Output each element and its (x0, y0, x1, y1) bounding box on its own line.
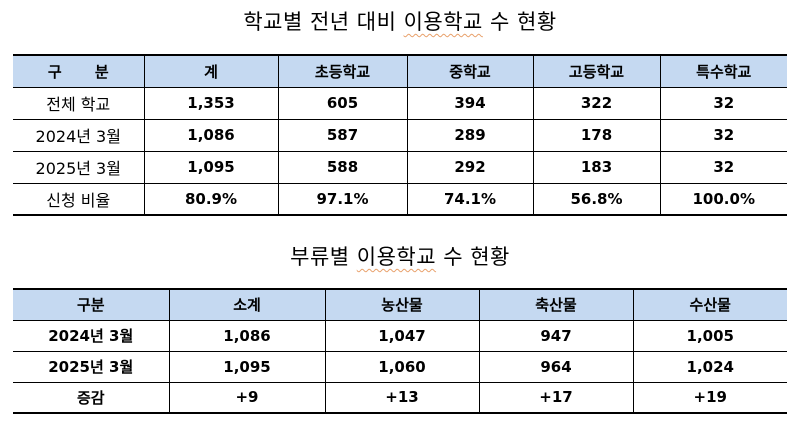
cell-fishery: +19 (632, 381, 787, 414)
table-row: 증감 +9 +13 +17 +19 (13, 381, 787, 414)
cell-agricultural: 1,060 (324, 350, 480, 383)
row-label: 2024년 3월 (13, 319, 170, 352)
school-usage-table: 구 분 계 초등학교 중학교 고등학교 특수학교 전체 학교 1,353 605… (13, 54, 787, 216)
cell-special: 32 (659, 150, 787, 184)
table2-title-part3: 수 현황 (436, 245, 510, 269)
cell-agricultural: +13 (324, 381, 480, 414)
header-high: 고등학교 (532, 54, 661, 88)
header-fishery: 수산물 (632, 288, 787, 321)
table2-title-part1: 부류별 (290, 245, 357, 269)
row-label: 전체 학교 (13, 86, 145, 120)
table1-title: 학교별 전년 대비 이용학교 수 현황 (0, 6, 800, 36)
cell-elementary: 605 (277, 86, 408, 120)
cell-elementary: 588 (277, 150, 408, 184)
table1-title-part2: 이용학교 (403, 10, 483, 34)
table1-title-part1: 학교별 전년 대비 (243, 10, 404, 34)
cell-fishery: 1,024 (632, 350, 787, 383)
header-elementary: 초등학교 (277, 54, 408, 88)
cell-special: 32 (659, 86, 787, 120)
cell-middle: 289 (406, 118, 534, 152)
cell-subtotal: 1,095 (168, 350, 326, 383)
cell-special: 32 (659, 118, 787, 152)
cell-total: 80.9% (143, 182, 279, 216)
table2-title: 부류별 이용학교 수 현황 (0, 241, 800, 271)
row-label: 2025년 3월 (13, 150, 145, 184)
header-subtotal: 소계 (168, 288, 326, 321)
cell-elementary: 587 (277, 118, 408, 152)
header-category: 구분 (13, 288, 170, 321)
table1-title-part3: 수 현황 (482, 10, 557, 34)
table-header-row: 구 분 계 초등학교 중학교 고등학교 특수학교 (13, 54, 787, 88)
table-row: 2024년 3월 1,086 1,047 947 1,005 (13, 319, 787, 352)
cell-high: 56.8% (532, 182, 661, 216)
table-row: 전체 학교 1,353 605 394 322 32 (13, 86, 787, 120)
cell-middle: 292 (406, 150, 534, 184)
cell-livestock: +17 (478, 381, 634, 414)
category-usage-table: 구분 소계 농산물 축산물 수산물 2024년 3월 1,086 1,047 9… (13, 288, 787, 414)
table2-title-part2: 이용학교 (356, 245, 437, 269)
header-category: 구 분 (13, 54, 145, 88)
cell-high: 183 (532, 150, 661, 184)
table-row: 2025년 3월 1,095 588 292 183 32 (13, 150, 787, 184)
row-label: 증감 (13, 381, 170, 414)
cell-total: 1,086 (143, 118, 279, 152)
cell-middle: 74.1% (406, 182, 534, 216)
table-row: 2024년 3월 1,086 587 289 178 32 (13, 118, 787, 152)
cell-high: 178 (532, 118, 661, 152)
row-label: 2024년 3월 (13, 118, 145, 152)
header-middle: 중학교 (406, 54, 534, 88)
cell-subtotal: +9 (168, 381, 326, 414)
cell-agricultural: 1,047 (324, 319, 480, 352)
header-total: 계 (143, 54, 279, 88)
cell-total: 1,095 (143, 150, 279, 184)
table-row: 신청 비율 80.9% 97.1% 74.1% 56.8% 100.0% (13, 182, 787, 216)
header-livestock: 축산물 (478, 288, 634, 321)
cell-special: 100.0% (659, 182, 787, 216)
cell-subtotal: 1,086 (168, 319, 326, 352)
row-label: 2025년 3월 (13, 350, 170, 383)
header-agricultural: 농산물 (324, 288, 480, 321)
cell-livestock: 947 (478, 319, 634, 352)
row-label: 신청 비율 (13, 182, 145, 216)
cell-elementary: 97.1% (277, 182, 408, 216)
cell-total: 1,353 (143, 86, 279, 120)
cell-high: 322 (532, 86, 661, 120)
header-special: 특수학교 (659, 54, 787, 88)
table-header-row: 구분 소계 농산물 축산물 수산물 (13, 288, 787, 321)
cell-fishery: 1,005 (632, 319, 787, 352)
cell-middle: 394 (406, 86, 534, 120)
table-row: 2025년 3월 1,095 1,060 964 1,024 (13, 350, 787, 383)
cell-livestock: 964 (478, 350, 634, 383)
